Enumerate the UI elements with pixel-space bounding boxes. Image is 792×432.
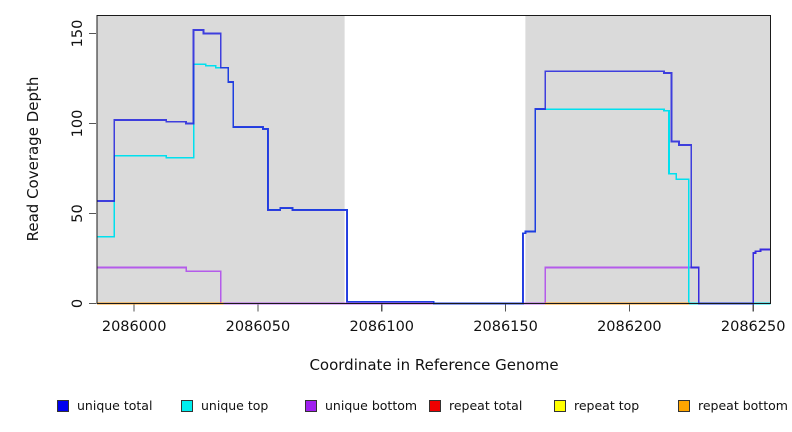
legend-label: repeat top [574,398,640,413]
legend-item-repeat-bottom: repeat bottom [678,399,788,413]
x-axis-title: Coordinate in Reference Genome [309,356,559,374]
legend-swatch-repeat-total [429,400,441,412]
legend-item-unique-bottom: unique bottom [305,399,417,413]
legend-item-repeat-top: repeat top [554,399,639,413]
y-tick-label-150: 150 [70,20,86,48]
legend-label: repeat total [449,398,523,413]
legend-item-unique-total: unique total [57,399,152,413]
legend-swatch-repeat-bottom [678,400,690,412]
repeat-region-band-1 [525,15,771,304]
legend-swatch-repeat-top [554,400,566,412]
x-tick-label-2086200: 2086200 [597,319,662,335]
x-tick-label-2086150: 2086150 [473,319,538,335]
legend-item-repeat-total: repeat total [429,399,522,413]
legend-label: repeat bottom [698,398,788,413]
x-tick-label-2086000: 2086000 [102,319,167,335]
legend-label: unique total [77,398,153,413]
legend-label: unique bottom [325,398,418,413]
legend-swatch-unique-bottom [305,400,317,412]
y-axis-title: Read Coverage Depth [24,76,42,242]
x-tick-label-2086100: 2086100 [349,319,414,335]
legend: unique total unique top unique bottom re… [0,0,792,413]
y-tick-label-100: 100 [70,110,86,138]
x-tick-label-2086050: 2086050 [226,319,291,335]
legend-item-unique-top: unique top [181,399,268,413]
y-tick-label-0: 0 [70,299,86,308]
legend-label: unique top [201,398,269,413]
y-tick-label-50: 50 [70,204,86,222]
legend-swatch-unique-top [181,400,193,412]
plot-border [96,15,771,304]
x-tick-label-2086250: 2086250 [721,319,786,335]
legend-swatch-unique-total [57,400,69,412]
series-line-unique-total [97,29,771,305]
